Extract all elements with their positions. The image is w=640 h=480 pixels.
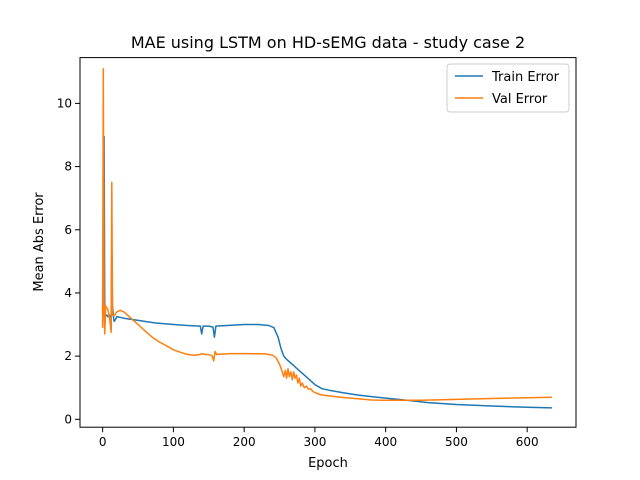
x-tick-label: 500 <box>445 435 468 449</box>
legend: Train Error Val Error <box>446 63 570 113</box>
y-tick-label: 0 <box>64 412 72 426</box>
axes-frame <box>79 57 577 428</box>
y-tick-label: 8 <box>64 160 72 174</box>
x-tick-label: 600 <box>516 435 539 449</box>
series-layer <box>101 67 552 409</box>
y-axis-label: Mean Abs Error <box>32 192 47 292</box>
legend-label: Val Error <box>492 92 548 107</box>
y-tick-label: 10 <box>57 96 72 110</box>
y-tick-label: 2 <box>64 349 72 363</box>
y-tick-label: 6 <box>64 223 72 237</box>
x-tick-label: 300 <box>303 435 326 449</box>
x-axis-label: Epoch <box>308 456 348 471</box>
legend-label: Train Error <box>491 70 560 85</box>
x-tick-label: 200 <box>233 435 256 449</box>
x-axis: 0 100 200 300 400 500 600 <box>99 427 539 449</box>
x-tick-label: 100 <box>162 435 185 449</box>
x-tick-label: 400 <box>374 435 397 449</box>
y-axis: 0 2 4 6 8 10 <box>57 96 80 426</box>
series-line-val-error <box>101 67 552 402</box>
x-tick-label: 0 <box>99 435 107 449</box>
chart-title: MAE using LSTM on HD-sEMG data - study c… <box>131 33 525 52</box>
y-tick-label: 4 <box>64 286 72 300</box>
